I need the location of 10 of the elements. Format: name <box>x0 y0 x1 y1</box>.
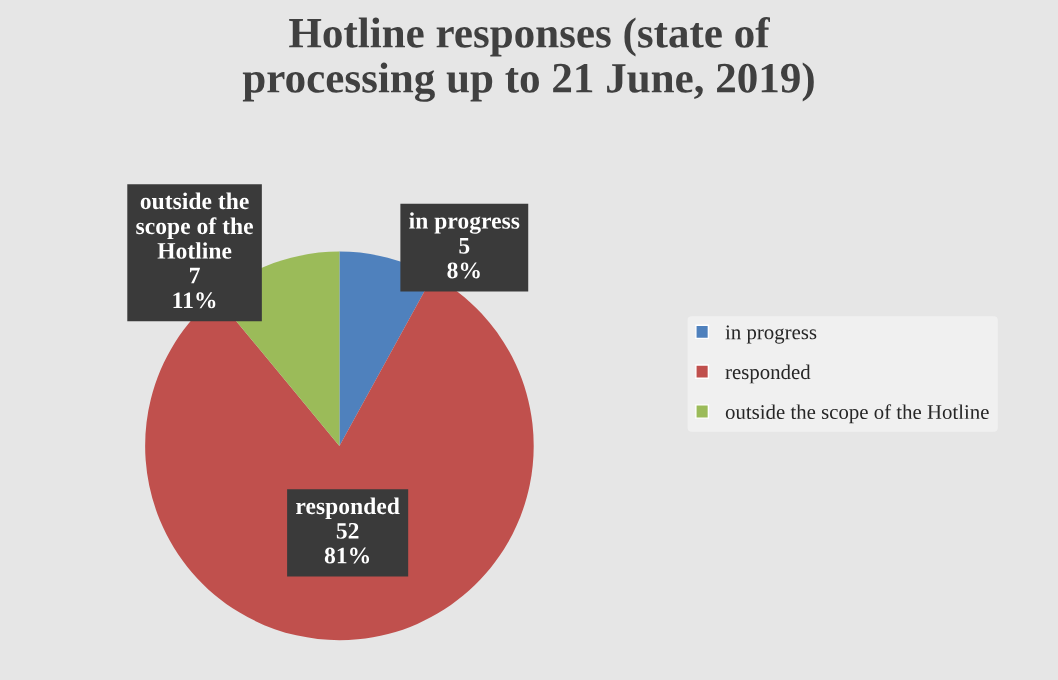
legend-label: outside the scope of the Hotline <box>725 404 989 424</box>
slice-label: in progress <box>409 212 520 234</box>
legend-label: in progress <box>725 325 817 344</box>
slice-label: outside the scope of the Hotline <box>136 192 253 259</box>
data-label: 5 8% <box>447 237 480 279</box>
data-label: 52 81% <box>324 522 370 564</box>
legend-label: responded <box>725 364 811 384</box>
slice-label: responded <box>296 497 400 519</box>
chart-title: Hotline responses (state of processing up to 21 June, 2019) <box>242 17 814 102</box>
data-label: 7 11% <box>173 267 216 309</box>
